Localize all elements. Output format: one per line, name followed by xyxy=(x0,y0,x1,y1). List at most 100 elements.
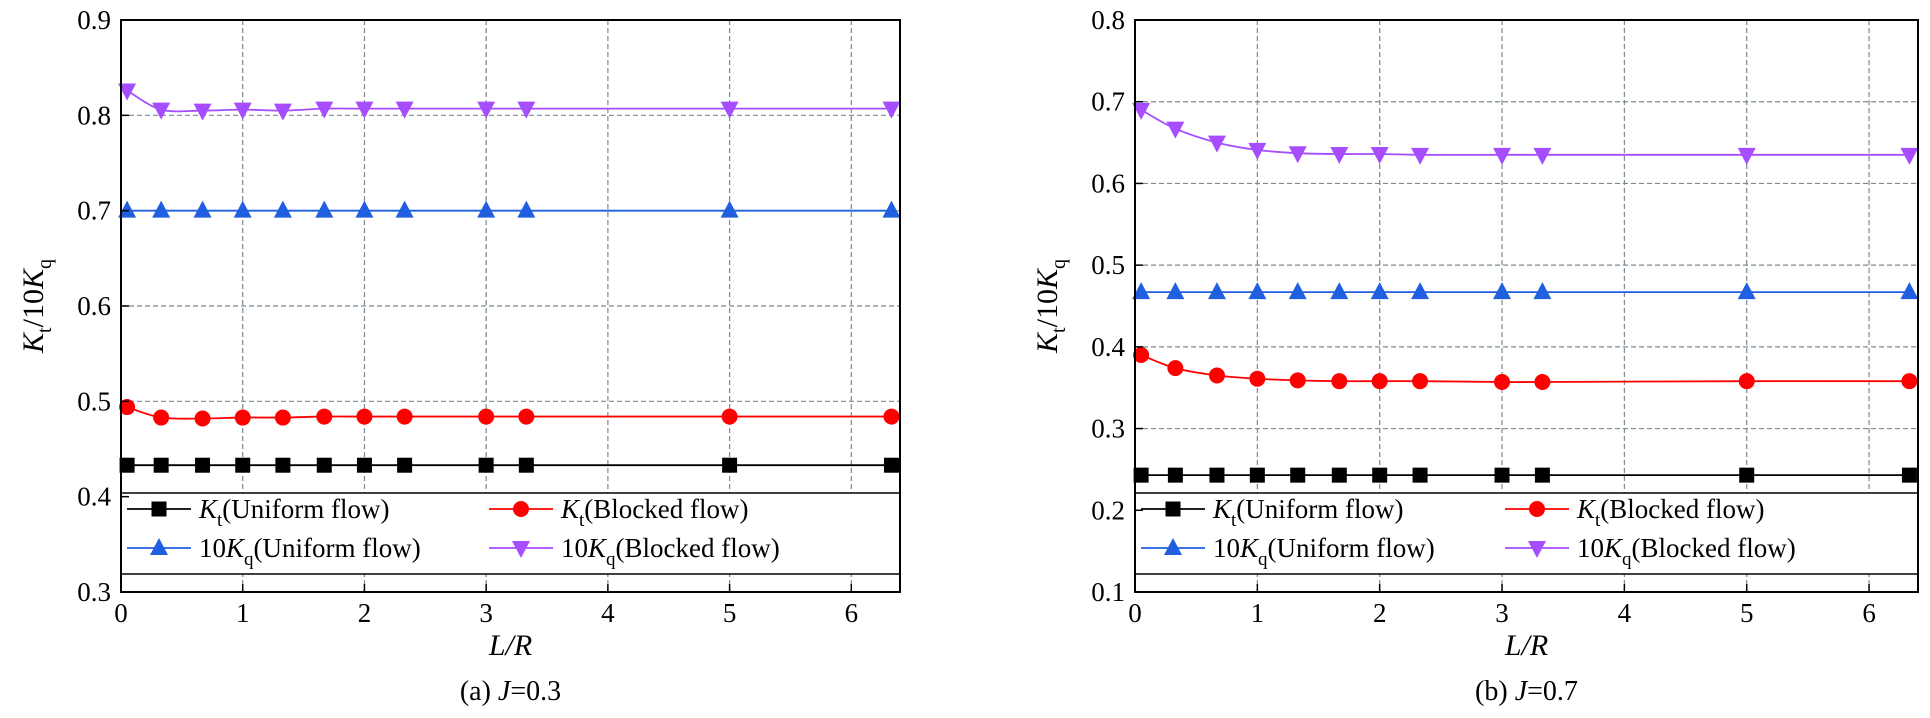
x-tick-label: 5 xyxy=(723,598,737,628)
x-tick-label: 2 xyxy=(358,598,372,628)
figure: Kt(Uniform flow) Kt(Blocked flow)10Kq(Uni… xyxy=(0,0,1930,718)
legend-marker xyxy=(513,501,529,517)
legend-label-var: K xyxy=(560,494,581,524)
data-point xyxy=(478,409,494,425)
chart-panel-b: Kt(Uniform flow) Kt(Blocked flow)10Kq(Uni… xyxy=(1031,5,1918,707)
legend-label-text: (Blocked flow) xyxy=(1632,533,1796,563)
data-point xyxy=(235,410,251,426)
legend-label-text: (Uniform flow) xyxy=(254,533,421,563)
x-tick-label: 6 xyxy=(845,598,859,628)
legend-label-text: (Blocked flow) xyxy=(1600,494,1764,524)
legend-label-text: (Blocked flow) xyxy=(584,494,748,524)
data-point xyxy=(1411,148,1429,165)
data-point xyxy=(1534,374,1550,390)
legend-label-text: (Uniform flow) xyxy=(1268,533,1435,563)
y-label-var: K xyxy=(17,331,50,354)
x-tick-label: 0 xyxy=(1128,598,1142,628)
data-point xyxy=(1372,373,1388,389)
data-point xyxy=(234,103,252,120)
legend-label-var: K xyxy=(1239,533,1260,563)
legend-label-text: (Uniform flow) xyxy=(1236,494,1403,524)
data-point xyxy=(1493,148,1511,165)
data-point xyxy=(1372,468,1387,483)
data-point xyxy=(274,104,292,121)
y-label-var: K xyxy=(1031,331,1064,354)
x-tick-label: 5 xyxy=(1740,598,1754,628)
legend-label-prefix: 10 xyxy=(561,533,588,563)
legend-label-var: K xyxy=(198,494,219,524)
y-tick-label: 0.5 xyxy=(77,386,111,416)
x-tick-label: 4 xyxy=(601,598,615,628)
legend-label-sub: q xyxy=(606,549,616,570)
legend-label-var: K xyxy=(1212,494,1233,524)
series-2 xyxy=(118,201,900,218)
series-3 xyxy=(1132,103,1918,165)
x-axis-label: L/R xyxy=(488,629,532,662)
data-point xyxy=(317,458,332,473)
data-point xyxy=(1413,468,1428,483)
data-point xyxy=(1739,468,1754,483)
data-point xyxy=(477,201,495,218)
data-point xyxy=(1289,282,1307,299)
y-tick-label: 0.8 xyxy=(1091,5,1125,35)
chart-panel-a: Kt(Uniform flow) Kt(Blocked flow)10Kq(Uni… xyxy=(17,5,900,707)
data-point xyxy=(1493,282,1511,299)
data-point xyxy=(1209,468,1224,483)
y-tick-label: 0.4 xyxy=(77,482,111,512)
data-point xyxy=(1166,122,1184,139)
y-label-mid: /10 xyxy=(1031,289,1064,327)
y-label-sub2: q xyxy=(1048,259,1070,269)
series-2 xyxy=(1132,282,1918,299)
data-point xyxy=(1533,282,1551,299)
data-point xyxy=(1900,282,1918,299)
legend-marker xyxy=(152,502,167,517)
data-point xyxy=(397,458,412,473)
x-tick-label: 4 xyxy=(1618,598,1632,628)
data-point xyxy=(1290,372,1306,388)
data-point xyxy=(477,102,495,119)
y-tick-label: 0.1 xyxy=(1091,577,1125,607)
legend-label-var: K xyxy=(225,533,246,563)
caption-prefix: (b) xyxy=(1475,676,1515,707)
data-point xyxy=(1289,146,1307,163)
y-axis-label: Kt/10Kq xyxy=(1031,259,1070,354)
y-tick-label: 0.7 xyxy=(77,196,111,226)
data-point xyxy=(882,102,900,119)
data-point xyxy=(479,458,494,473)
data-point xyxy=(518,409,534,425)
data-point xyxy=(1495,468,1510,483)
data-point xyxy=(153,410,169,426)
data-point xyxy=(355,201,373,218)
data-point xyxy=(1166,282,1184,299)
data-point xyxy=(1249,371,1265,387)
caption-prefix: (a) xyxy=(460,676,498,707)
legend-label-var: K xyxy=(587,533,608,563)
data-point xyxy=(1248,282,1266,299)
data-point xyxy=(396,201,414,218)
data-point xyxy=(235,458,250,473)
y-axis-label: Kt/10Kq xyxy=(17,259,56,354)
data-point xyxy=(1371,282,1389,299)
x-axis-label: L/R xyxy=(1504,629,1548,662)
legend-label-prefix: 10 xyxy=(1577,533,1604,563)
y-tick-label: 0.4 xyxy=(1091,332,1125,362)
data-point xyxy=(194,201,212,218)
legend-label-sub: q xyxy=(1622,549,1632,570)
data-point xyxy=(1900,148,1918,165)
data-point xyxy=(1167,360,1183,376)
legend-marker xyxy=(1166,502,1181,517)
x-tick-label: 2 xyxy=(1373,598,1387,628)
data-point xyxy=(1330,282,1348,299)
y-tick-label: 0.6 xyxy=(1091,168,1125,198)
data-point xyxy=(519,458,534,473)
data-point xyxy=(1209,367,1225,383)
legend-label-sub: q xyxy=(1258,549,1268,570)
data-point xyxy=(396,102,414,119)
y-label-sub2: q xyxy=(34,259,56,269)
data-point xyxy=(274,201,292,218)
series-1 xyxy=(119,399,899,426)
data-point xyxy=(234,201,252,218)
y-tick-label: 0.8 xyxy=(77,100,111,130)
data-point xyxy=(722,409,738,425)
panel-caption: (b) J=0.7 xyxy=(1475,676,1578,707)
